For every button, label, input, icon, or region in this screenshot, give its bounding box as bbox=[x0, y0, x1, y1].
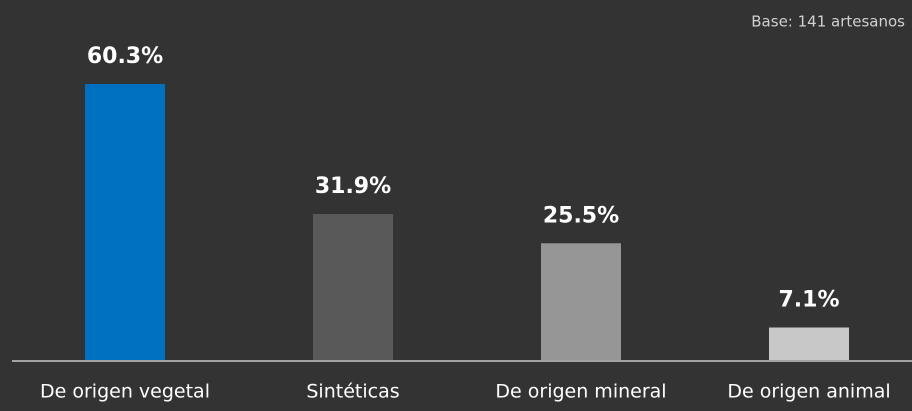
bar bbox=[85, 84, 165, 360]
value-label: 60.3% bbox=[87, 44, 163, 69]
bar bbox=[313, 213, 393, 360]
category-label: De origen vegetal bbox=[40, 381, 210, 403]
category-label: Sintéticas bbox=[306, 381, 399, 403]
bar bbox=[541, 243, 621, 360]
value-label: 7.1% bbox=[778, 288, 839, 313]
category-label: De origen animal bbox=[727, 381, 890, 403]
value-label: 31.9% bbox=[315, 174, 391, 199]
bar bbox=[769, 327, 849, 360]
value-label: 25.5% bbox=[543, 203, 619, 228]
category-label: De origen mineral bbox=[495, 381, 666, 403]
base-note: Base: 141 artesanos bbox=[751, 13, 905, 31]
